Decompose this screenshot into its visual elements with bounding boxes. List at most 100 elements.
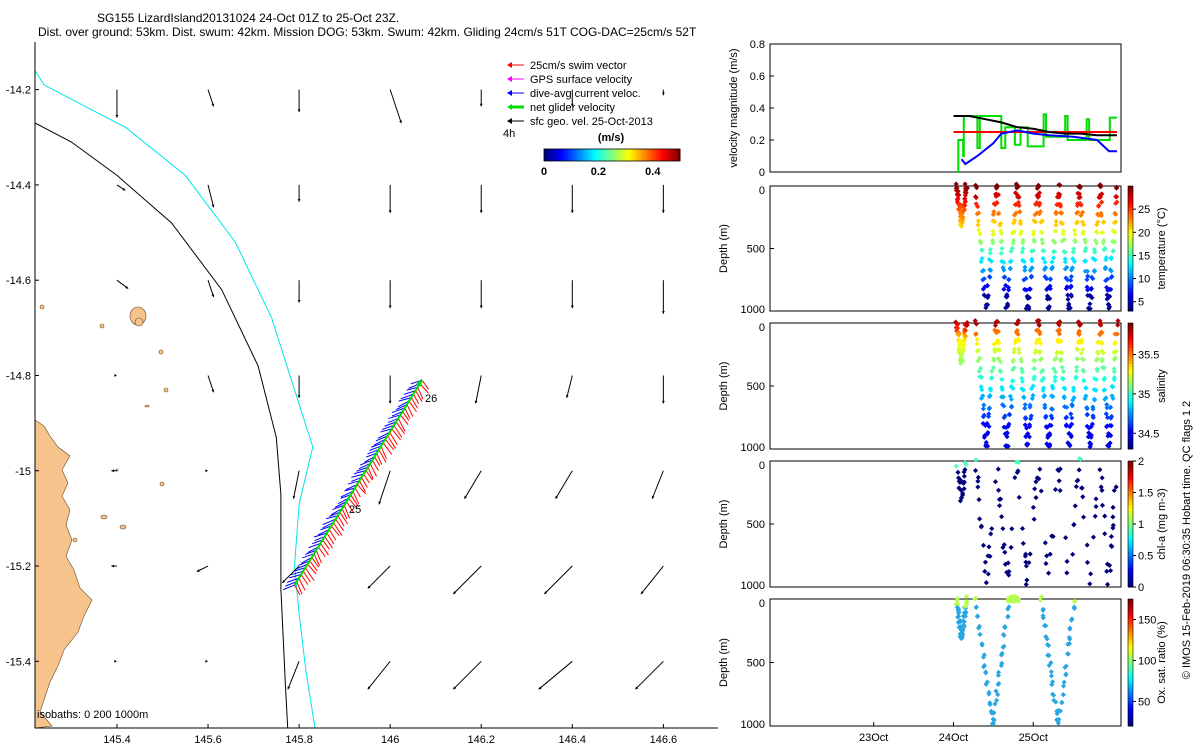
dive-data-point	[1093, 377, 1099, 383]
oxygen-colorbar-segment	[1128, 618, 1133, 622]
salinity-panel-frame	[769, 322, 1122, 450]
dive-data-point	[1064, 277, 1071, 283]
dive-data-point	[1044, 553, 1050, 559]
dive-data-point	[955, 469, 961, 475]
dive-data-point	[1071, 258, 1077, 265]
dive-data-point	[974, 614, 981, 620]
dive-data-point	[1104, 405, 1110, 411]
legend-colorbar-segment	[671, 149, 674, 161]
dive-data-point	[1065, 292, 1071, 298]
legend-colorbar-segment	[649, 149, 652, 161]
swim-vector	[294, 584, 301, 596]
dive-data-point	[1009, 526, 1015, 532]
salinity-colorbar-segment	[1128, 345, 1133, 349]
dive-data-point	[1088, 434, 1094, 440]
dive-data-point	[1033, 495, 1039, 501]
dive-data-point	[994, 697, 1000, 703]
dive-data-point	[998, 250, 1004, 256]
dive-data-point	[1070, 249, 1076, 255]
oxygen-colorbar-segment	[1128, 681, 1133, 686]
dive-data-point	[1110, 514, 1116, 520]
legend-entry: 25cm/s swim vector	[507, 60, 627, 72]
swim-vector	[387, 435, 397, 449]
dive-data-point	[1072, 232, 1078, 238]
sfc-velocity-vector	[543, 565, 573, 595]
salinity-colorbar-segment	[1128, 363, 1133, 368]
map-y-tick-label: -14.2	[6, 85, 31, 97]
swim-vector	[402, 411, 410, 421]
dive-data-point	[1097, 194, 1104, 200]
dive-data-point	[1037, 466, 1043, 472]
legend-time-label: 4h	[503, 128, 515, 140]
dive-data-point	[983, 580, 989, 586]
dive-data-point	[1055, 720, 1061, 726]
dive-data-point	[1095, 219, 1101, 225]
dive-data-point	[1082, 248, 1088, 254]
dive-data-point	[1097, 318, 1103, 324]
land-mass	[34, 419, 93, 729]
dive-data-point	[1056, 716, 1062, 722]
dive-data-point	[1048, 406, 1055, 412]
salinity-colorbar-tick-label: 35	[1138, 389, 1150, 401]
dive-data-point	[1019, 525, 1026, 532]
dive-data-point	[1101, 377, 1107, 383]
dive-data-point	[1098, 484, 1104, 490]
sfc-vector-head	[399, 120, 402, 124]
dive-data-point	[1099, 199, 1105, 205]
dive-data-point	[985, 302, 991, 308]
temperature-y-tick-label: 1000	[741, 304, 765, 316]
oxygen-colorbar-segment	[1128, 621, 1133, 625]
chlorophyll-colorbar-segment	[1128, 495, 1133, 500]
legend-colorbar-segment	[622, 149, 625, 161]
legend-colorbar-segment	[640, 149, 644, 161]
legend-colorbar-segment	[639, 149, 642, 161]
dive-data-point	[980, 406, 986, 412]
legend-colorbar-segment	[549, 149, 552, 161]
dive-data-point	[1101, 219, 1107, 225]
dive-data-point	[1037, 200, 1043, 206]
sfc-velocity-vector	[205, 659, 209, 663]
legend-colorbar-segment	[663, 149, 666, 161]
sfc-vector-head	[570, 305, 574, 309]
sfc-vector-shaft	[463, 470, 482, 500]
swim-vector	[300, 574, 309, 585]
dive-data-point	[999, 387, 1005, 393]
dive-data-point	[1063, 672, 1069, 678]
oxygen-colorbar-segment	[1128, 599, 1133, 603]
sfc-vector-head	[479, 305, 483, 309]
sfc-velocity-vector	[207, 184, 215, 208]
oxygen-colorbar-segment	[1128, 659, 1133, 663]
dive-data-point	[1077, 183, 1083, 189]
oxygen-colorbar-segment	[1128, 640, 1133, 644]
sfc-vector-head	[115, 115, 119, 118]
legend-colorbar-segment	[572, 149, 576, 161]
salinity-colorbar-label: salinity	[1156, 369, 1168, 403]
legend-colorbar-segment	[586, 149, 589, 161]
dive-data-point	[1105, 301, 1111, 307]
dive-data-point	[987, 250, 993, 256]
dac-vector	[307, 546, 319, 553]
sfc-velocity-vector	[640, 565, 664, 595]
dive-data-point	[1099, 475, 1105, 481]
dive-data-point	[1002, 625, 1008, 631]
salinity-colorbar-tick-label: 35.5	[1138, 350, 1159, 362]
salinity-colorbar-segment	[1128, 376, 1133, 381]
dac-vector	[314, 536, 325, 542]
swim-vector	[311, 557, 320, 568]
dive-data-point	[1087, 301, 1093, 307]
dive-data-point	[1029, 258, 1035, 264]
dive-data-point	[1113, 219, 1119, 225]
dive-data-point	[1048, 422, 1054, 429]
dive-data-point	[1032, 358, 1038, 364]
salinity-colorbar-segment	[1128, 335, 1133, 340]
map-x-tick-label: 145.6	[194, 734, 222, 746]
legend-colorbar-segment	[666, 149, 669, 161]
dive-data-point	[976, 497, 982, 503]
dive-data-point	[1005, 560, 1011, 566]
dive-data-point	[1038, 369, 1044, 375]
swim-vector	[307, 563, 317, 575]
chlorophyll-colorbar-label: chl-a (mg m-3)	[1156, 488, 1168, 560]
sfc-vector-head	[453, 686, 457, 690]
legend-colorbar-segment	[634, 149, 637, 161]
sfc-vector-head	[474, 400, 478, 404]
